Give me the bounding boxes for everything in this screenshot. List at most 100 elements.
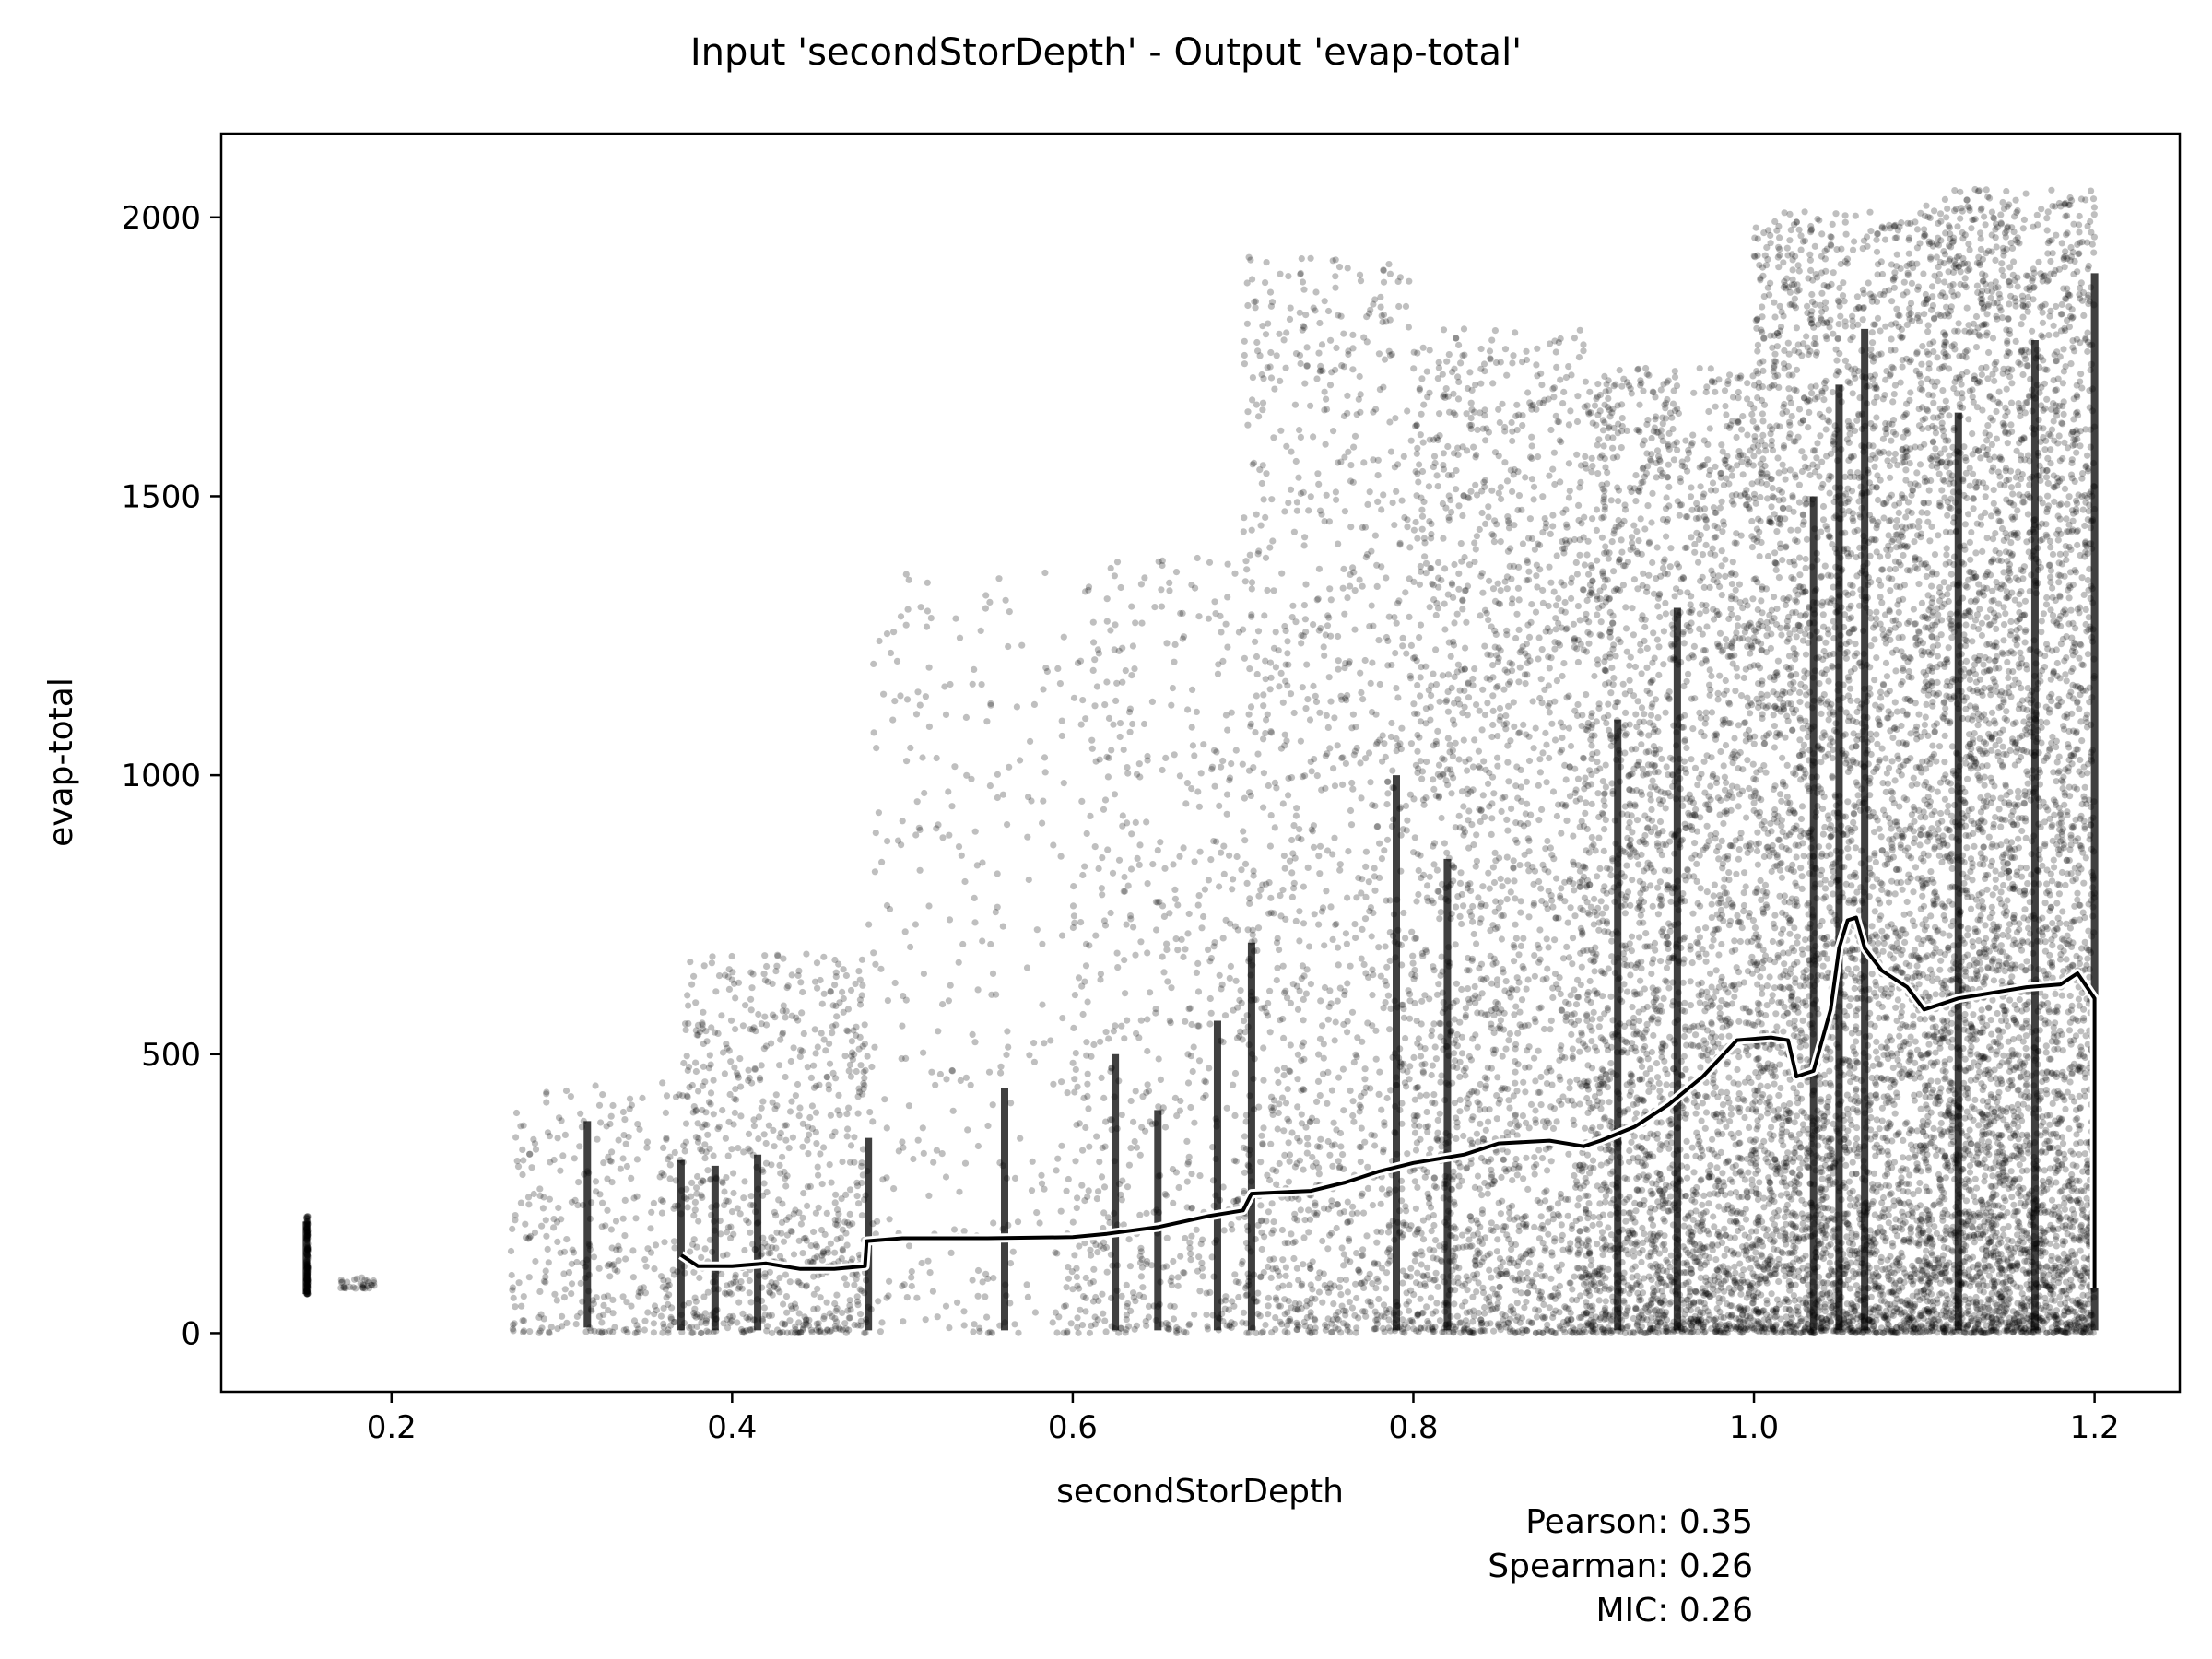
scatter-point-3465 — [1369, 801, 1376, 809]
scatter-point-359 — [589, 1297, 596, 1304]
scatter-point-1952 — [1172, 1169, 1180, 1176]
scatter-point-2657 — [1282, 1264, 1289, 1271]
scatter-point-1362 — [1060, 633, 1067, 641]
scatter-point-331 — [600, 1159, 607, 1167]
scatter-point-608 — [769, 1291, 776, 1299]
scatter-point-1151 — [747, 969, 755, 976]
scatter-point-2355 — [1290, 879, 1298, 887]
scatter-point-879 — [691, 1305, 699, 1312]
scatter-point-268 — [532, 1146, 540, 1153]
scatter-point-1321 — [957, 1077, 964, 1084]
scatter-point-854 — [810, 1273, 818, 1280]
scatter-point-2359 — [1300, 1086, 1308, 1094]
scatter-point-368 — [598, 1223, 606, 1230]
scatter-point-1423 — [955, 959, 962, 966]
scatter-point-650 — [853, 1031, 860, 1040]
scatter-point-4408 — [1565, 494, 1572, 501]
scatter-point-1237 — [761, 1311, 769, 1319]
scatter-point-3546 — [1335, 1325, 1342, 1333]
scatter-point-732 — [747, 1006, 755, 1014]
scatter-point-1787 — [1136, 1259, 1145, 1266]
scatter-point-2223 — [1117, 583, 1124, 592]
scatter-point-411 — [550, 1224, 558, 1231]
scatter-point-3436 — [1263, 716, 1270, 724]
scatter-point-641 — [837, 1325, 844, 1333]
scatter-point-3458 — [1307, 1281, 1314, 1288]
scatter-point-1009 — [841, 1320, 849, 1327]
scatter-point-3080 — [1398, 724, 1406, 732]
scatter-point-3442 — [1335, 1074, 1343, 1081]
scatter-point-436 — [511, 1320, 518, 1327]
scatter-point-1226 — [838, 1254, 845, 1262]
scatter-point-825 — [768, 1040, 775, 1047]
scatter-point-396 — [623, 1299, 630, 1306]
scatter-point-3321 — [1399, 634, 1406, 641]
scatter-point-847 — [724, 1197, 733, 1205]
scatter-point-3352 — [1340, 1107, 1347, 1114]
scatter-point-4489 — [1551, 936, 1559, 944]
scatter-point-569 — [846, 1186, 854, 1194]
scatter-point-1353 — [987, 701, 994, 709]
scatter-point-3390 — [1405, 1298, 1413, 1305]
scatter-point-882 — [731, 1095, 738, 1102]
scatter-point-4248 — [1418, 664, 1425, 671]
scatter-point-661 — [803, 1316, 810, 1324]
scatter-point-3057 — [1312, 307, 1319, 314]
scatter-point-1837 — [1195, 613, 1203, 620]
scatter-point-4797 — [1464, 967, 1471, 974]
scatter-point-4222 — [1420, 871, 1428, 879]
scatter-point-3874 — [1531, 1154, 1538, 1161]
scatter-point-857 — [743, 1327, 750, 1335]
scatter-point-1711 — [1239, 760, 1246, 768]
scatter-point-951 — [698, 1253, 705, 1261]
scatter-point-3479 — [1399, 1279, 1406, 1287]
scatter-point-1801 — [1143, 1261, 1150, 1268]
scatter-point-1948 — [1226, 774, 1234, 782]
scatter-point-4717 — [1521, 851, 1528, 859]
scatter-point-964 — [690, 1212, 698, 1219]
scatter-point-1451 — [967, 1081, 974, 1088]
scatter-point-698 — [742, 1002, 749, 1009]
scatter-point-2093 — [1103, 678, 1111, 686]
scatter-point-1450 — [938, 1150, 946, 1158]
scatter-point-1183 — [771, 1284, 778, 1291]
scatter-point-4083 — [1440, 465, 1448, 473]
scatter-point-2190 — [1234, 1004, 1241, 1011]
scatter-point-2415 — [1375, 350, 1382, 358]
scatter-point-615 — [833, 1236, 841, 1243]
scatter-point-3362 — [1322, 631, 1329, 639]
scatter-point-2122 — [1133, 1030, 1140, 1037]
scatter-point-3498 — [1257, 886, 1265, 894]
scatter-point-1628 — [920, 1049, 927, 1056]
scatter-point-225 — [531, 1140, 539, 1147]
scatter-point-4224 — [1482, 1234, 1489, 1241]
scatter-point-3855 — [1453, 903, 1460, 911]
scatter-point-489 — [663, 1135, 670, 1142]
scatter-point-1490 — [1030, 1040, 1038, 1047]
scatter-point-2735 — [1314, 470, 1322, 477]
scatter-point-3195 — [1304, 1141, 1312, 1148]
scatter-point-421 — [664, 1283, 671, 1290]
scatter-point-4557 — [1544, 1117, 1551, 1124]
scatter-point-4785 — [1426, 518, 1433, 525]
scatter-point-1344 — [1053, 1167, 1060, 1174]
scatter-point-2119 — [1137, 581, 1145, 588]
scatter-point-1825 — [1077, 919, 1085, 926]
scatter-point-4891 — [1567, 1309, 1574, 1317]
scatter-point-393 — [522, 1220, 529, 1228]
scatter-point-2610 — [1326, 1231, 1334, 1239]
scatter-point-3435 — [1355, 1266, 1362, 1274]
scatter-point-1463 — [983, 1313, 991, 1321]
scatter-point-1446 — [995, 575, 1003, 582]
scatter-point-3482 — [1260, 1044, 1267, 1052]
scatter-point-3460 — [1380, 311, 1388, 319]
scatter-point-776 — [735, 1283, 744, 1291]
scatter-point-2269 — [1213, 748, 1220, 756]
scatter-point-993 — [747, 1147, 754, 1155]
scatter-point-1008 — [724, 1282, 731, 1289]
scatter-point-470 — [667, 1322, 675, 1329]
scatter-point-1656 — [1095, 1297, 1102, 1304]
scatter-point-3813 — [1561, 598, 1569, 606]
scatter-point-2374 — [1383, 1094, 1391, 1102]
scatter-point-2875 — [1267, 894, 1275, 901]
